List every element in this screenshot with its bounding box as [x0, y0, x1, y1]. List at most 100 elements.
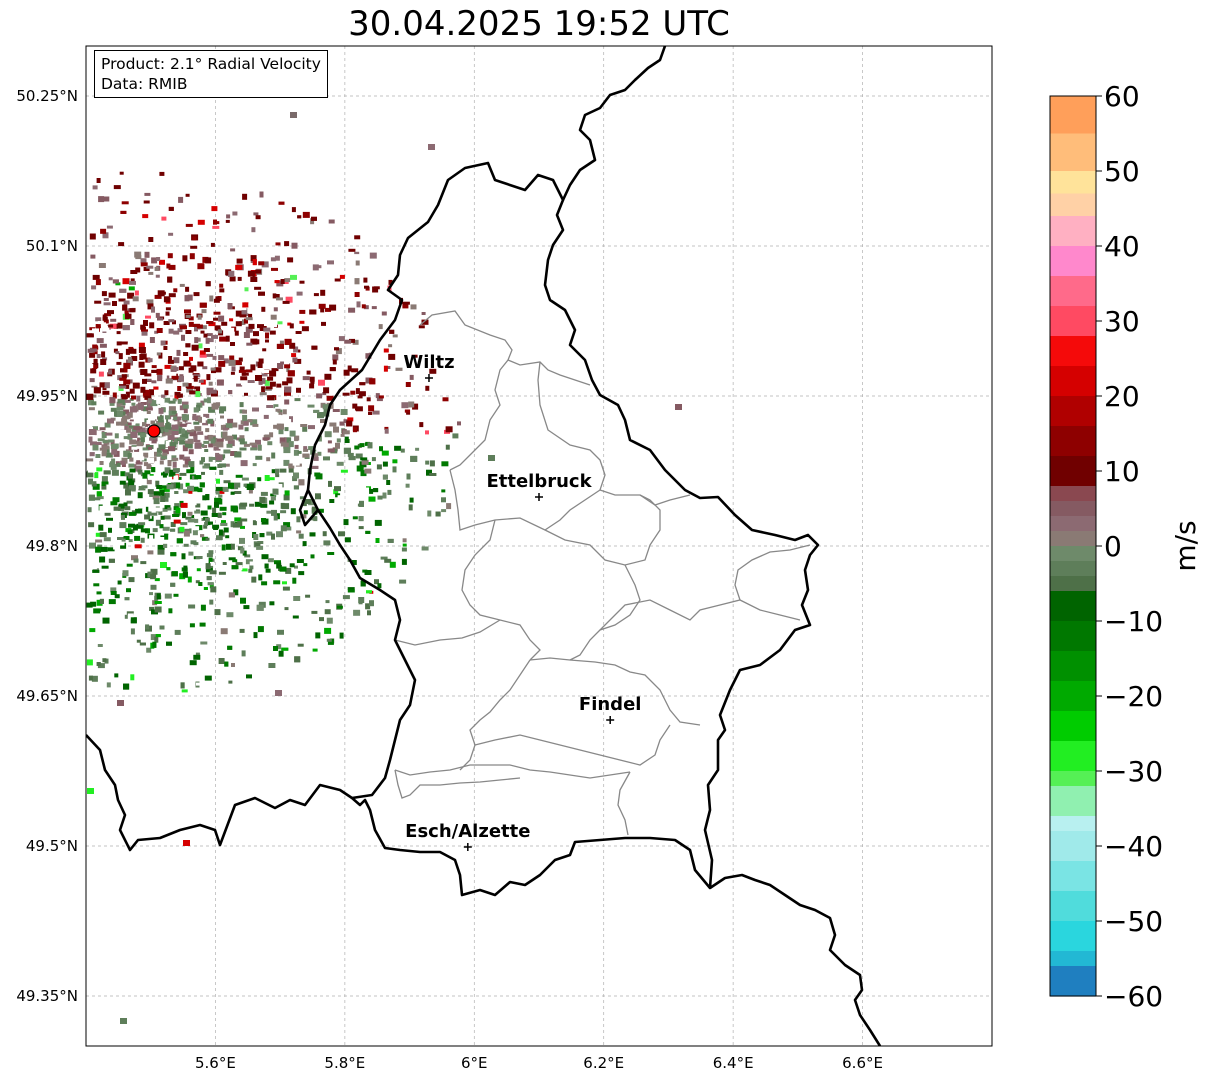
radar-pixel: [335, 348, 342, 355]
radar-pixel: [209, 583, 214, 589]
radar-pixel: [361, 304, 366, 309]
radar-pixel: [138, 342, 145, 348]
radar-pixel: [214, 609, 221, 616]
radar-pixel: [205, 537, 210, 541]
radar-pixel: [119, 377, 127, 381]
radar-pixel: [226, 214, 231, 219]
radar-pixel: [164, 533, 169, 540]
radar-pixel: [119, 480, 126, 485]
radar-pixel: [99, 343, 107, 348]
radar-pixel: [402, 301, 410, 305]
radar-pixel: [234, 517, 242, 522]
radar-pixel: [209, 295, 214, 302]
radar-pixel: [382, 474, 388, 480]
radar-pixel: [168, 446, 175, 452]
radar-pixel: [225, 219, 230, 223]
radar-pixel: [371, 306, 377, 310]
radar-pixel: [203, 587, 208, 590]
radar-pixel: [94, 497, 101, 501]
radar-pixel: [217, 329, 222, 334]
radar-pixel: [383, 365, 388, 372]
radar-pixel: [128, 473, 133, 479]
radar-pixel: [139, 427, 146, 432]
radar-pixel: [172, 468, 180, 473]
radar-pixel: [91, 483, 97, 487]
radar-pixel: [259, 496, 266, 503]
radar-pixel: [308, 446, 315, 451]
radar-pixel: [155, 312, 160, 318]
radar-pixel: [361, 350, 369, 354]
radar-pixel: [128, 286, 135, 291]
radar-pixel: [186, 443, 193, 449]
radar-pixel: [86, 471, 94, 478]
radar-pixel: [273, 515, 278, 521]
radar-pixel: [143, 406, 149, 412]
radar-pixel: [283, 447, 291, 454]
radar-pixel: [127, 530, 133, 535]
radar-pixel: [218, 360, 226, 367]
radar-pixel: [210, 608, 215, 612]
radar-pixel: [195, 503, 201, 508]
radar-pixel: [179, 526, 185, 532]
radar-pixel: [92, 274, 100, 280]
radar-pixel: [220, 415, 224, 419]
radar-pixel: [92, 328, 99, 335]
radar-pixel: [197, 219, 205, 225]
radar-pixel: [149, 606, 155, 611]
radar-pixel: [143, 267, 150, 271]
radar-pixel: [171, 410, 177, 414]
radar-pixel: [139, 642, 146, 646]
radar-pixel: [224, 242, 230, 246]
radar-pixel: [340, 433, 345, 437]
radar-pixel: [213, 446, 221, 451]
colorbar-tick-label: 10: [1104, 455, 1140, 488]
radar-pixel: [183, 408, 188, 414]
map-title: 30.04.2025 19:52 UTC: [348, 4, 730, 44]
radar-pixel: [189, 619, 194, 623]
radar-pixel: [252, 407, 259, 412]
radar-pixel: [153, 416, 161, 421]
radar-pixel: [379, 446, 383, 452]
radar-pixel: [127, 422, 132, 426]
radar-pixel: [128, 577, 135, 583]
radar-pixel: [342, 430, 350, 435]
colorbar-segment: [1050, 306, 1096, 337]
radar-pixel: [158, 345, 163, 350]
radar-pixel: [221, 435, 229, 441]
radar-pixel: [153, 413, 160, 417]
radar-pixel: [239, 537, 245, 544]
radar-pixel: [140, 369, 148, 375]
radar-pixel: [252, 520, 257, 526]
colorbar-segment: [1050, 771, 1096, 787]
radar-pixel: [169, 442, 177, 448]
radar-pixel: [228, 359, 236, 366]
radar-pixel: [200, 534, 205, 538]
radar-pixel: [95, 324, 101, 329]
radar-pixel: [151, 439, 158, 444]
radar-pixel: [124, 310, 129, 314]
radar-pixel: [87, 507, 92, 513]
radar-pixel: [294, 444, 299, 449]
radar-pixel: [348, 456, 356, 461]
radar-pixel: [139, 336, 144, 342]
radar-pixel: [409, 497, 414, 503]
radar-pixel: [224, 396, 232, 403]
radar-pixel: [173, 519, 181, 524]
radar-pixel: [173, 330, 180, 335]
radar-pixel: [221, 544, 226, 551]
x-tick-label: 6.6°E: [842, 1054, 883, 1072]
radar-pixel: [218, 658, 225, 664]
radar-pixel: [224, 661, 229, 667]
radar-pixel: [418, 325, 425, 329]
radar-pixel: [95, 546, 102, 553]
radar-pixel: [329, 422, 337, 427]
radar-pixel: [312, 648, 318, 652]
radar-pixel: [355, 406, 363, 412]
colorbar-tick-label: −40: [1104, 830, 1163, 863]
radar-pixel: [206, 387, 214, 394]
radar-pixel: [146, 326, 151, 330]
radar-pixel: [323, 411, 330, 417]
radar-pixel: [308, 499, 316, 506]
radar-pixel: [166, 484, 174, 490]
